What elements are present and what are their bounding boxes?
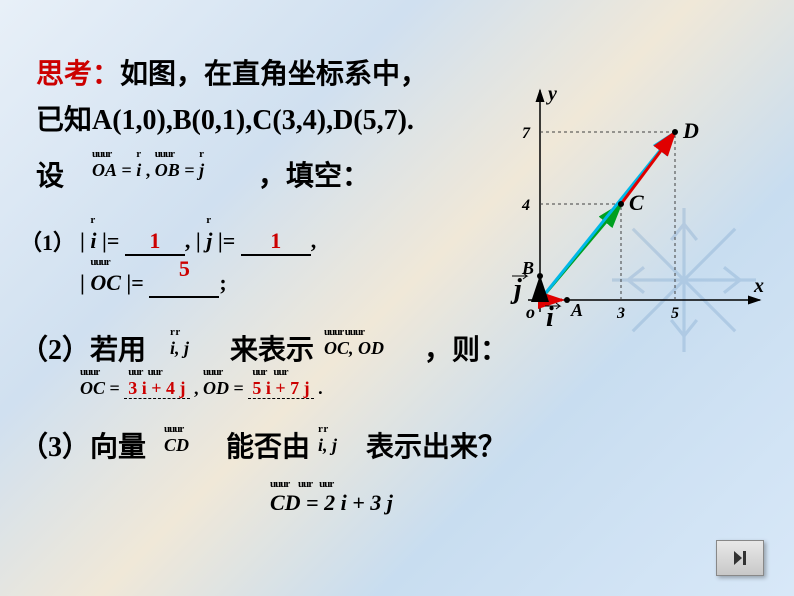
next-button[interactable] <box>716 540 764 576</box>
svg-text:x: x <box>753 275 764 297</box>
svg-text:i: i <box>546 302 554 333</box>
slide-content: 思考：如图，在直角坐标系中， 已知A(1,0),B(0,1),C(3,4),D(… <box>0 0 794 596</box>
svg-text:4: 4 <box>521 197 530 214</box>
svg-text:y: y <box>546 83 557 105</box>
coordinate-chart: x y oij A B C D 3 5 4 7 <box>0 0 794 596</box>
svg-text:j: j <box>510 274 522 305</box>
svg-text:B: B <box>521 258 534 278</box>
svg-text:3: 3 <box>616 305 625 322</box>
next-icon <box>730 548 750 568</box>
svg-text:C: C <box>629 190 644 215</box>
svg-text:5: 5 <box>671 305 679 322</box>
svg-text:o: o <box>526 302 535 322</box>
svg-text:D: D <box>682 118 699 143</box>
svg-text:7: 7 <box>522 125 531 142</box>
svg-text:A: A <box>570 300 583 320</box>
